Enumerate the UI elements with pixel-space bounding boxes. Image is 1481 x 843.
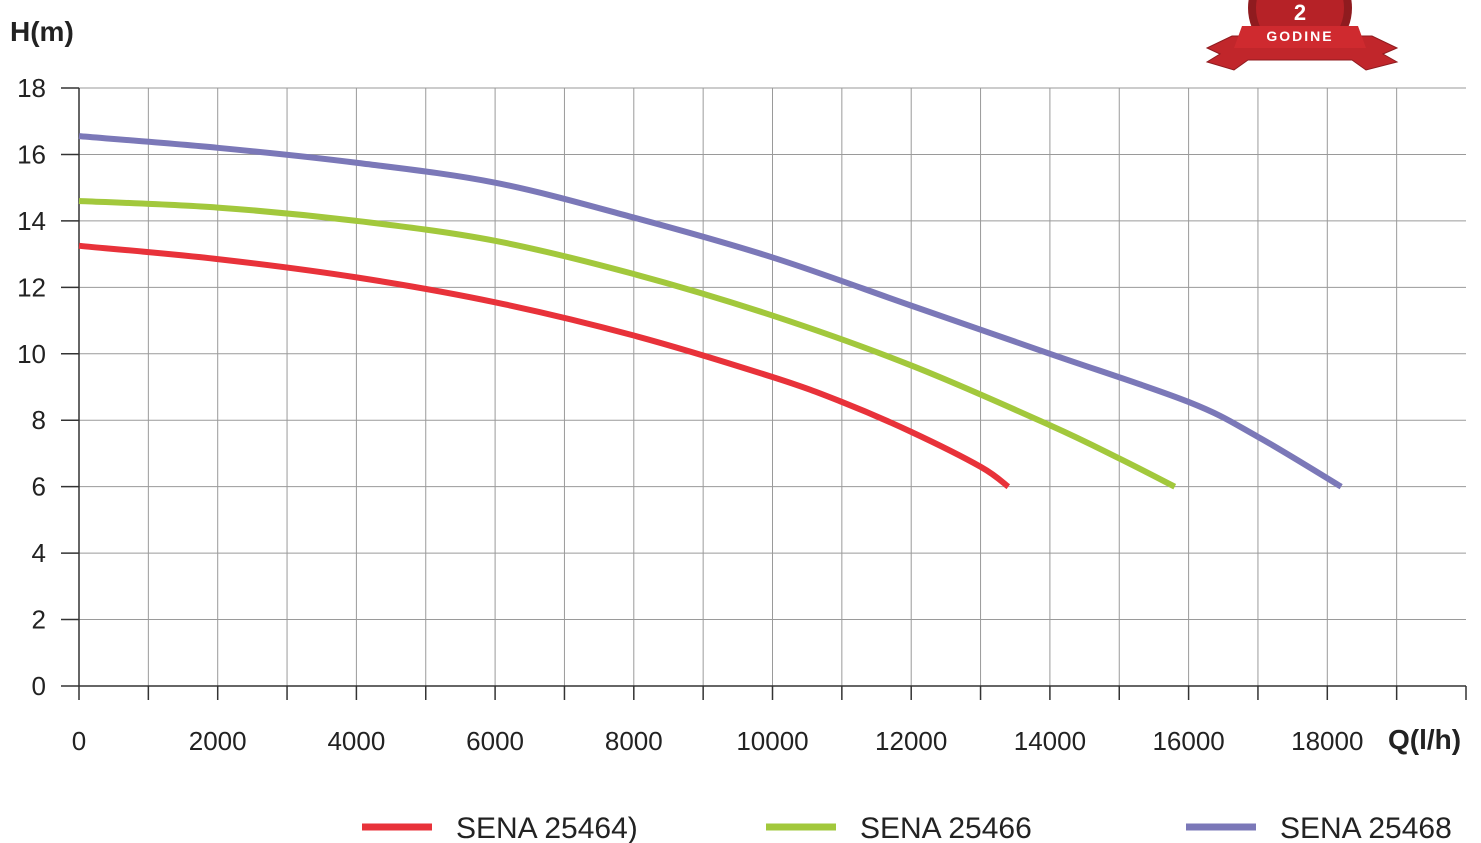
series-lines (78, 133, 1343, 490)
y-tick-label: 6 (32, 472, 46, 502)
x-tick-label: 4000 (327, 726, 385, 756)
x-tick-label: 6000 (466, 726, 524, 756)
x-tick-label: 10000 (736, 726, 808, 756)
y-tick-label: 10 (17, 339, 46, 369)
legend-label-3: SENA 25468 (1280, 812, 1452, 843)
series-line-2 (78, 197, 1177, 490)
x-tick-label: 0 (72, 726, 86, 756)
badge-numeral: 2 (1294, 0, 1306, 25)
x-tick-label: 8000 (605, 726, 663, 756)
legend-label-1: SENA 25464) (456, 812, 638, 843)
x-tick-label: 12000 (875, 726, 947, 756)
warranty-badge: 2 GODINE (1205, 0, 1399, 71)
y-tick-label: 0 (32, 671, 46, 701)
badge-text: GODINE (1266, 28, 1333, 44)
y-tick-label: 4 (32, 538, 46, 568)
y-tick-label: 16 (17, 139, 46, 169)
series-line-3 (78, 133, 1343, 490)
x-tick-label: 18000 (1291, 726, 1363, 756)
x-tick-label: 2000 (189, 726, 247, 756)
series-line-1 (78, 242, 1011, 490)
axes: 0 2000 4000 6000 8000 10000 12000 14000 16000 180… (17, 73, 1467, 756)
y-tick-label: 2 (32, 605, 46, 635)
y-tick-label: 12 (17, 272, 46, 302)
y-tick-label: 14 (17, 206, 46, 236)
x-tick-label: 16000 (1152, 726, 1224, 756)
x-tick-label: 14000 (1014, 726, 1086, 756)
legend-label-2: SENA 25466 (860, 812, 1032, 843)
y-tick-label: 8 (32, 405, 46, 435)
grid (79, 87, 1466, 686)
legend: SENA 25464) SENA 25466 SENA 25468 (362, 812, 1452, 843)
y-tick-label: 18 (17, 73, 46, 103)
y-axis-label: H(m) (10, 16, 74, 47)
x-axis-label: Q(l/h) (1388, 724, 1461, 755)
